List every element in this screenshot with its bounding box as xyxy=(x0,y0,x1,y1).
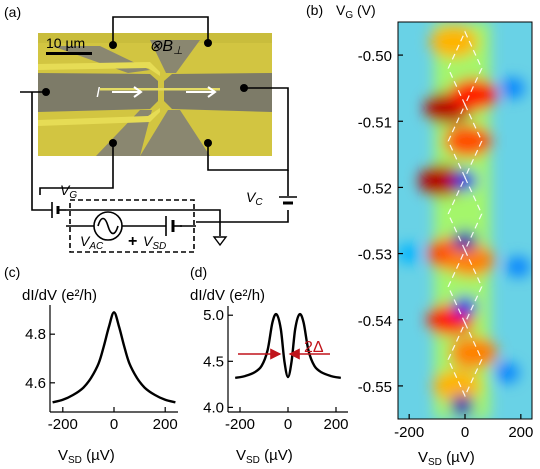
panel-c-label: (c) xyxy=(4,264,20,280)
panel-d-ylabel: dI/dV (e²/h) xyxy=(190,287,265,304)
terminal-top-right xyxy=(204,39,212,47)
panel-c-axes: -200 0 200 4.6 4.8 xyxy=(25,305,178,433)
panel-b-y-tick-label: -0.54 xyxy=(358,313,392,330)
field-symbol: ⊗B⊥ xyxy=(149,38,183,57)
probe-top-right xyxy=(150,40,200,73)
heatmap-cold-spot xyxy=(506,256,531,277)
panel-d-x-tick-label: 0 xyxy=(284,416,292,433)
terminal-dots xyxy=(42,39,248,147)
vc-label: VC xyxy=(246,189,263,208)
panel-d-curve xyxy=(234,312,342,380)
panel-d-xlabel: VSD (µV) xyxy=(236,447,293,466)
heatmap-blobs xyxy=(398,22,531,419)
vsd-label: VSD xyxy=(143,233,166,252)
ground-icon xyxy=(212,236,228,247)
vc-battery-icon xyxy=(279,196,297,205)
top-band xyxy=(38,33,272,43)
panel-a-label: (a) xyxy=(4,4,21,20)
diamond-guides xyxy=(447,30,483,398)
panel-d-label: (d) xyxy=(190,264,207,280)
panel-d-axes: -200 0 200 4.0 4.5 5.0 xyxy=(203,306,349,433)
panel-b-y-tick-label: -0.53 xyxy=(358,247,392,264)
vg-label: VG xyxy=(60,182,77,201)
wire-gate xyxy=(66,209,221,226)
scale-bar-label: 10 µm xyxy=(46,35,85,51)
right-electrode xyxy=(164,73,272,112)
panel-c-y-tick-label: 4.6 xyxy=(25,375,46,392)
panel-b-y-tick-label: -0.52 xyxy=(358,180,392,197)
heatmap-cold-spot xyxy=(500,78,525,99)
heatmap-hot-spot xyxy=(446,244,495,277)
heatmap-cold-spot xyxy=(453,230,477,251)
panel-a: (a) 10 µm ⊗B⊥ I xyxy=(4,4,297,253)
panel-b-x-tick-label: 0 xyxy=(461,424,469,441)
terminal-left xyxy=(42,88,50,96)
terminal-bottom-left xyxy=(109,139,117,147)
panel-c-x-tick-label: -200 xyxy=(48,416,78,433)
panel-c-ylabel: dI/dV (e²/h) xyxy=(22,287,97,304)
panel-c-curve xyxy=(52,311,176,404)
heatmap-cold-spot xyxy=(453,296,477,317)
panel-d-x-tick-label: 200 xyxy=(323,416,348,433)
gate-battery-icon xyxy=(51,202,66,218)
panel-b: (b) VG (V) -0.50-0.51-0.52-0.53-0.54-0.5… xyxy=(306,2,533,468)
heatmap-hot-spot xyxy=(443,125,492,158)
panel-b-y-tick-label: -0.51 xyxy=(358,114,392,131)
coulomb-diamond xyxy=(447,321,483,398)
device-micrograph: 10 µm ⊗B⊥ I xyxy=(38,33,272,156)
wire-vc-bottom xyxy=(196,210,289,223)
panel-c-xlabel: VSD (µV) xyxy=(58,447,115,466)
heatmap-cold-spot xyxy=(453,170,477,191)
panel-c-x-tick-label: 200 xyxy=(153,416,178,433)
heatmap-hot-spot xyxy=(429,25,478,58)
panel-d-x-tick-label: -200 xyxy=(225,416,255,433)
scale-bar xyxy=(46,52,92,55)
sd-battery-icon xyxy=(122,216,182,236)
terminal-top-left xyxy=(109,41,117,49)
panel-b-label: (b) xyxy=(306,2,323,18)
panel-b-xlabel: VSD (µV) xyxy=(418,449,475,468)
heatmap-hot-spot xyxy=(432,369,481,402)
wire-top xyxy=(112,16,209,45)
wire-left xyxy=(31,92,52,211)
panel-b-y-tick-label: -0.55 xyxy=(358,379,392,396)
heatmap-cold-spot xyxy=(398,243,422,264)
terminal-bottom-right xyxy=(204,139,212,147)
heatmap-hot-spot xyxy=(449,336,498,369)
heatmap-hot-spot xyxy=(449,78,498,111)
terminal-right xyxy=(240,84,248,92)
heatmap-cold-spot xyxy=(450,395,475,416)
ac-source-icon xyxy=(93,211,123,241)
plus-sign: + xyxy=(128,233,137,250)
wire-bottom-left xyxy=(39,143,114,195)
panel-b-y-tick-label: -0.50 xyxy=(358,48,392,65)
panel-c-x-tick-label: 0 xyxy=(110,416,118,433)
current-label: I xyxy=(96,84,100,101)
probe-bottom-right xyxy=(140,110,210,156)
lower-lead xyxy=(38,108,160,126)
channel xyxy=(100,88,220,91)
heatmap xyxy=(398,22,532,419)
heatmap-cold-spot xyxy=(494,362,519,383)
heatmap-hot-spot xyxy=(418,164,467,197)
panel-d-y-tick-label: 5.0 xyxy=(203,307,224,324)
left-electrode xyxy=(38,73,158,112)
upper-lead xyxy=(38,62,160,76)
panel-d-y-tick-label: 4.5 xyxy=(203,353,224,370)
panel-d-y-tick-label: 4.0 xyxy=(203,399,224,416)
panel-c-y-tick-label: 4.8 xyxy=(25,326,46,343)
panel-b-x-tick-label: 200 xyxy=(508,424,533,441)
panel-b-axes: -0.50 -0.51 -0.52 -0.53 -0.54 -0.55 -200 0 200 xyxy=(358,48,534,441)
gap-annotation: 2Δ xyxy=(304,339,324,356)
circuit-wires xyxy=(20,16,289,236)
panel-b-x-tick-label: -200 xyxy=(394,424,424,441)
panel-c: (c) dI/dV (e²/h) -200 0 200 4.6 4.8 VSD (µV) xyxy=(4,264,178,466)
vac-label: VAC xyxy=(80,233,104,252)
panel-b-ylabel: VG (V) xyxy=(336,2,376,21)
panel-d: (d) dI/dV (e²/h) -200 0 200 4.0 4.5 5.0 2Δ VS… xyxy=(190,264,349,466)
